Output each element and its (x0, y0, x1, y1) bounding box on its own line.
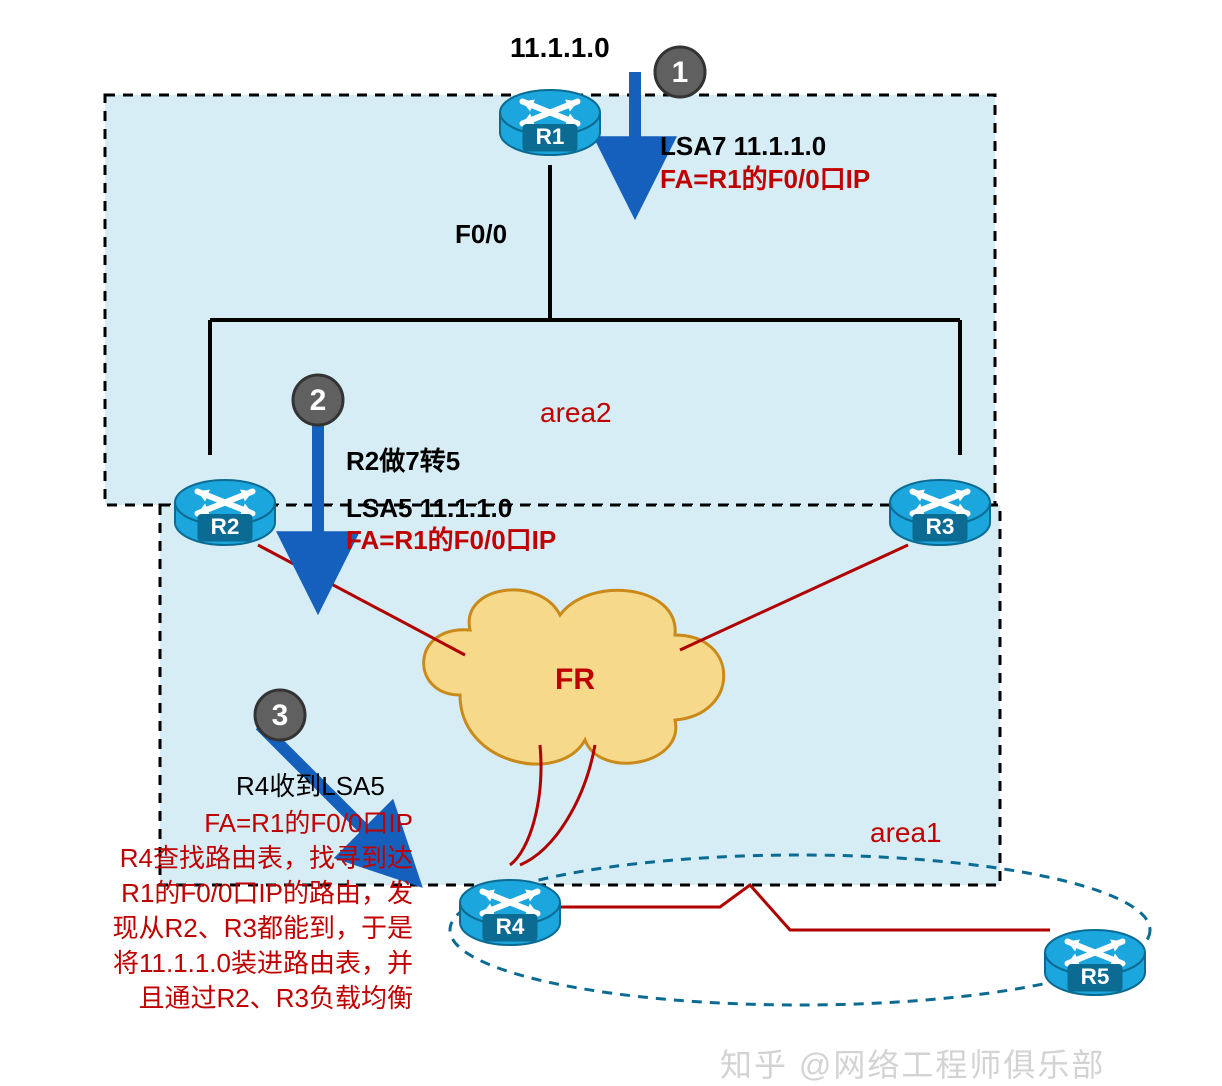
router-R4: R4 (460, 880, 560, 945)
step2-line2: LSA5 11.1.1.0 (346, 492, 512, 526)
step1-line1: LSA7 11.1.1.0 (660, 130, 826, 164)
router-label-R5: R5 (1081, 964, 1110, 989)
router-label-R2: R2 (211, 514, 240, 539)
step2-line3: FA=R1的F0/0口IP (346, 524, 556, 558)
interface-label: F0/0 (455, 218, 507, 252)
router-label-R4: R4 (496, 914, 525, 939)
red-link-4 (555, 885, 1050, 930)
step2-line1: R2做7转5 (346, 445, 460, 479)
step-num-1: 1 (672, 56, 689, 89)
router-label-R3: R3 (926, 514, 955, 539)
router-R2: R2 (175, 480, 275, 545)
step-num-3: 3 (272, 699, 289, 732)
step1-line2: FA=R1的F0/0口IP (660, 163, 870, 197)
cloud-label: FR (555, 660, 595, 699)
router-R5: R5 (1045, 930, 1145, 995)
step3-block: FA=R1的F0/0口IP R4查找路由表，找寻到达 R1的F0/0口IP的路由… (68, 806, 413, 1017)
subnet-label: 11.1.1.0 (510, 30, 610, 66)
router-label-R1: R1 (536, 124, 565, 149)
step-num-2: 2 (310, 384, 327, 417)
step3-line1: R4收到LSA5 (236, 770, 385, 804)
router-R3: R3 (890, 480, 990, 545)
router-R1: R1 (500, 90, 600, 155)
area1-label: area1 (870, 815, 942, 851)
area2-label: area2 (540, 395, 612, 431)
watermark: 知乎 @网络工程师俱乐部 (720, 1040, 1105, 1086)
